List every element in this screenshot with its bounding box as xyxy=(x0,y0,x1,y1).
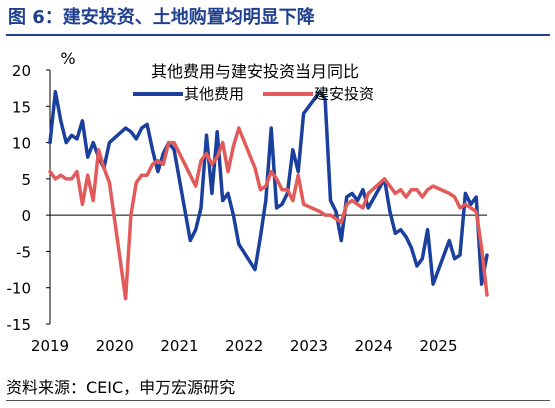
x-tick-label: 2019 xyxy=(31,337,69,355)
x-tick-label: 2021 xyxy=(160,337,198,355)
series-lines xyxy=(48,90,489,301)
series-line-other-costs xyxy=(48,90,489,286)
y-tick-label: -10 xyxy=(7,280,32,298)
source-note: 资料来源：CEIC，申万宏源研究 xyxy=(6,378,236,397)
line-chart: 20 15 10 5 0 -5 -10 -15 2019 2020 2021 2022 2023 2024… xyxy=(7,49,489,355)
title-divider xyxy=(6,34,550,36)
legend-label-construction: 建安投资 xyxy=(314,85,374,103)
axes: 20 15 10 5 0 -5 -10 -15 2019 2020 2021 2022 2023 2024… xyxy=(7,62,487,355)
y-tick-label: 20 xyxy=(12,62,31,80)
x-tick-label: 2023 xyxy=(290,337,328,355)
bottom-divider xyxy=(6,400,550,401)
legend: 其他费用 建安投资 xyxy=(133,85,374,103)
x-tick-label: 2024 xyxy=(355,337,393,355)
y-tick-label: 5 xyxy=(21,171,31,189)
x-tick-label: 2020 xyxy=(96,337,134,355)
y-tick-label: -15 xyxy=(7,316,32,334)
x-tick-label: 2022 xyxy=(225,337,263,355)
series-line-construction xyxy=(48,126,489,301)
figure-title: 图 6：建安投资、土地购置均明显下降 xyxy=(8,7,315,28)
y-tick-label: 15 xyxy=(12,98,31,116)
y-tick-label: -5 xyxy=(16,243,31,261)
y-axis-unit-label: % xyxy=(60,49,75,68)
legend-label-other-costs: 其他费用 xyxy=(184,85,244,103)
y-tick-label: 10 xyxy=(12,135,31,153)
x-tick-label: 2025 xyxy=(419,337,457,355)
chart-title: 其他费用与建安投资当月同比 xyxy=(151,62,359,81)
y-tick-label: 0 xyxy=(21,207,31,225)
